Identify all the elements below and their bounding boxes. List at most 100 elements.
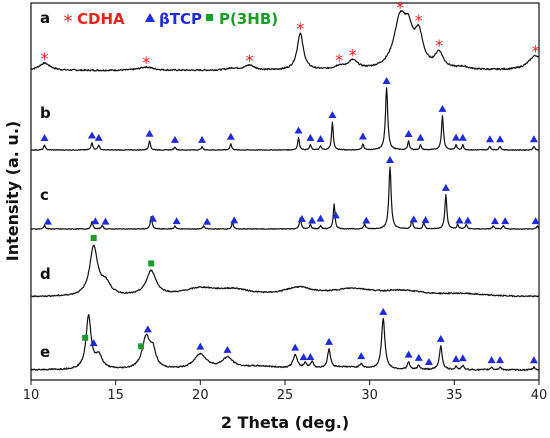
marker-tcp-c-3 (148, 214, 157, 222)
marker-cdha-a-1: * (142, 53, 150, 72)
marker-tcp-b-10 (328, 111, 337, 119)
marker-tcp-b-7 (294, 126, 303, 134)
legend: * CDHA βTCP P(3HB) (64, 10, 279, 32)
marker-tcp-c-14 (421, 216, 430, 224)
marker-tcp-e-20 (529, 356, 538, 364)
marker-tcp-e-9 (325, 337, 334, 345)
marker-tcp-c-17 (463, 216, 472, 224)
marker-tcp-c-1 (91, 217, 100, 225)
marker-tcp-e-10 (357, 352, 366, 360)
x-tick-label-15: 15 (107, 388, 124, 403)
trace-line-a (30, 9, 540, 72)
marker-tcp-c-2 (101, 217, 110, 225)
marker-tcp-c-6 (230, 216, 239, 224)
marker-tcp-b-1 (87, 131, 96, 139)
marker-tcp-b-13 (404, 130, 413, 138)
legend-symbol-1 (145, 13, 155, 22)
marker-tcp-e-12 (404, 350, 413, 358)
marker-tcp-e-3 (143, 325, 152, 333)
trace-label-e: e (40, 343, 50, 361)
trace-label-c: c (40, 186, 49, 204)
x-tick-label-40: 40 (531, 388, 548, 403)
marker-phb-e-0 (82, 334, 89, 341)
marker-tcp-c-20 (531, 217, 540, 225)
plot-frame (30, 2, 540, 381)
marker-tcp-e-16 (452, 355, 461, 363)
marker-tcp-c-4 (172, 217, 181, 225)
legend-label-1: βTCP (159, 10, 202, 28)
marker-tcp-e-4 (196, 342, 205, 350)
marker-phb-e-2 (138, 343, 145, 350)
marker-tcp-b-12 (382, 77, 391, 84)
marker-tcp-e-14 (424, 357, 433, 365)
marker-tcp-b-9 (316, 134, 325, 142)
x-tick-label-35: 35 (446, 388, 463, 403)
marker-tcp-e-7 (299, 353, 308, 361)
marker-cdha-a-9: * (532, 42, 540, 61)
x-axis-ticks: 10 15 20 25 30 35 40 (23, 380, 548, 403)
marker-tcp-c-0 (43, 217, 52, 225)
marker-tcp-e-17 (458, 354, 467, 362)
x-tick-label-30: 30 (361, 388, 378, 403)
traces-group (30, 9, 540, 371)
marker-tcp-b-0 (40, 134, 49, 142)
marker-tcp-c-12 (385, 156, 394, 163)
marker-tcp-b-6 (226, 132, 235, 140)
marker-tcp-c-13 (409, 215, 418, 223)
marker-tcp-c-9 (316, 214, 325, 222)
marker-cdha-a-3: * (296, 19, 304, 38)
marker-tcp-b-3 (145, 129, 154, 137)
marker-tcp-c-18 (490, 217, 499, 225)
marker-tcp-c-11 (362, 216, 371, 224)
marker-cdha-a-0: * (41, 49, 49, 68)
x-tick-label-20: 20 (192, 388, 209, 403)
trace-label-a: a (40, 9, 50, 27)
trace-label-b: b (40, 104, 51, 122)
trace-line-c (30, 166, 539, 230)
marker-tcp-e-18 (487, 356, 496, 364)
marker-tcp-b-16 (452, 133, 461, 141)
marker-cdha-a-6: * (396, 0, 404, 17)
marker-tcp-b-11 (358, 132, 367, 140)
marker-tcp-b-14 (416, 133, 425, 141)
x-tick-label-10: 10 (23, 388, 40, 403)
marker-tcp-e-6 (291, 343, 300, 351)
trace-labels-group: a b c d e (40, 9, 51, 361)
marker-tcp-b-18 (485, 135, 494, 143)
x-axis-title: 2 Theta (deg.) (221, 413, 349, 432)
legend-label-0: CDHA (77, 10, 125, 28)
marker-tcp-b-5 (198, 135, 207, 143)
marker-tcp-c-8 (308, 216, 317, 224)
marker-tcp-b-2 (94, 133, 103, 141)
marker-tcp-c-16 (455, 216, 464, 224)
marker-tcp-e-5 (223, 345, 232, 353)
marker-tcp-c-15 (441, 183, 450, 191)
trace-line-d (30, 244, 540, 298)
marker-tcp-e-1 (89, 339, 98, 347)
marker-tcp-e-8 (306, 352, 315, 360)
marker-cdha-a-4: * (335, 50, 343, 69)
legend-symbol-2 (206, 14, 213, 21)
legend-symbol-0: * (64, 11, 73, 32)
marker-tcp-e-11 (379, 307, 388, 315)
marker-tcp-c-10 (331, 211, 340, 219)
trace-line-b (30, 87, 540, 151)
marker-phb-d-0 (90, 235, 97, 241)
trace-line-e (30, 314, 540, 371)
marker-tcp-e-13 (414, 353, 423, 361)
marker-tcp-b-20 (529, 135, 538, 143)
marker-tcp-e-19 (496, 356, 505, 364)
marker-tcp-c-7 (297, 214, 306, 222)
marker-tcp-b-19 (496, 135, 505, 143)
marker-tcp-b-4 (170, 135, 179, 143)
marker-cdha-a-2: * (245, 51, 253, 70)
marker-tcp-b-15 (438, 104, 447, 112)
x-tick-label-25: 25 (277, 388, 294, 403)
marker-tcp-b-8 (306, 133, 315, 141)
y-axis-title: Intensity (a. u.) (3, 121, 22, 261)
markers-group: * * * * * * * * * * (40, 0, 540, 365)
marker-tcp-b-17 (458, 133, 467, 141)
marker-tcp-e-15 (436, 334, 445, 342)
marker-tcp-c-19 (501, 217, 510, 225)
